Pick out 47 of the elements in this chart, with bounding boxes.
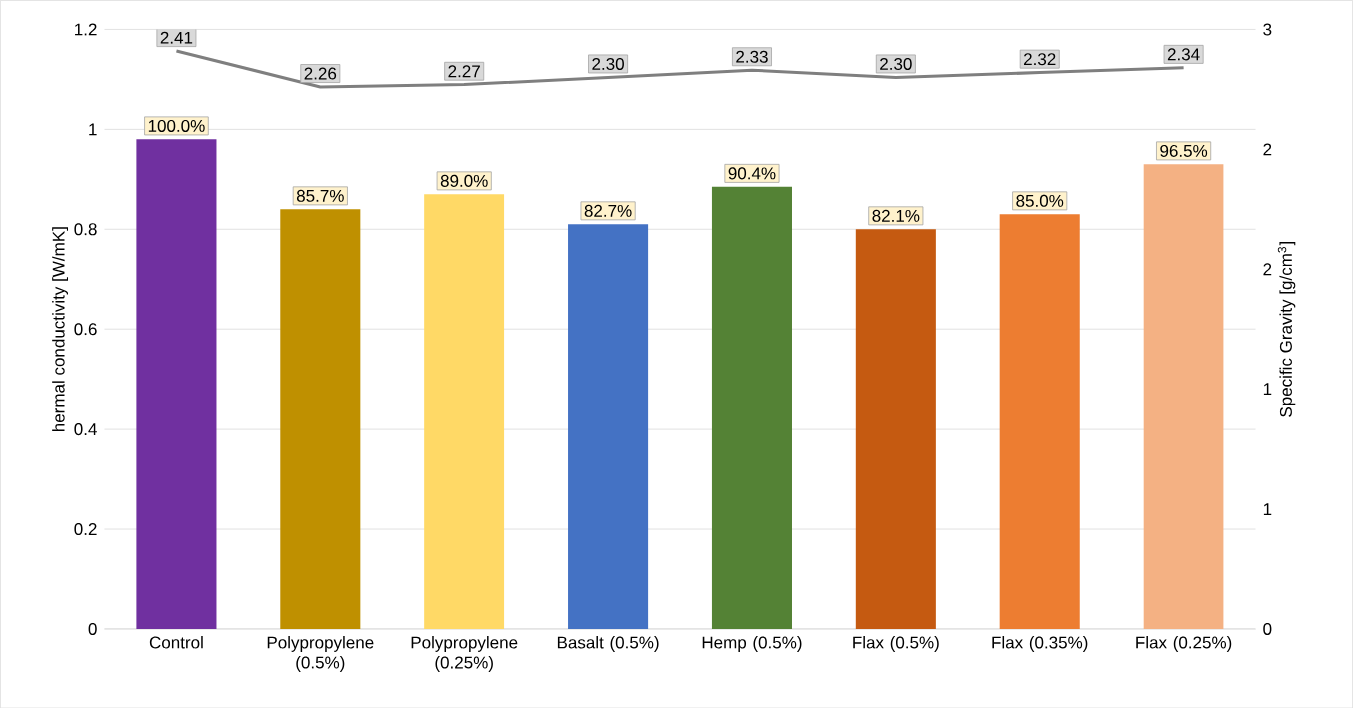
y-tick-label: 0.2 xyxy=(74,522,97,535)
y-tick-label: 0 xyxy=(88,622,97,635)
bar xyxy=(999,214,1080,629)
data-label: 2.26 xyxy=(304,67,337,80)
y2-tick-label: 2 xyxy=(1263,143,1272,156)
x-tick-label: Hemp (0.5%) xyxy=(702,635,802,652)
y-tick-label: 1.2 xyxy=(75,23,97,36)
x-tick-label: Flax (0.35%) xyxy=(992,635,1088,652)
bar xyxy=(280,209,361,629)
annotation: 89.0% xyxy=(440,174,488,187)
x-tick-label: Polypropylene (0.25%) xyxy=(411,635,518,672)
y-tick-label: 0.4 xyxy=(74,422,97,435)
y-tick-label: 0.8 xyxy=(74,223,97,236)
y2-tick-label: 3 xyxy=(1263,23,1272,36)
y2-axis-title: Specific Gravity [g/cm$^{3}$] xyxy=(1277,241,1296,417)
x-tick-label: Flax (0.5%) xyxy=(853,635,939,652)
annotation: 100.0% xyxy=(148,119,205,132)
y2-tick-label: 1 xyxy=(1263,502,1272,515)
data-label: 2.41 xyxy=(160,31,193,44)
bar xyxy=(136,139,217,629)
y-axis-title: hermal conductivity [W/mK] xyxy=(52,227,69,431)
x-tick-label: Flax (0.25%) xyxy=(1136,635,1232,652)
x-tick-label: Basalt (0.5%) xyxy=(557,635,659,652)
data-label: 2.32 xyxy=(1024,52,1056,65)
annotation: 96.5% xyxy=(1160,144,1208,157)
y-tick-label: 0.6 xyxy=(74,322,97,335)
annotation: 85.7% xyxy=(296,189,344,202)
data-label: 2.30 xyxy=(880,57,912,70)
annotation: 90.4% xyxy=(728,167,776,180)
bar xyxy=(568,224,649,629)
y2-tick-label: 0 xyxy=(1263,622,1272,635)
data-label: 2.27 xyxy=(448,65,480,77)
y2-tick-label: 2 xyxy=(1263,263,1272,275)
annotation: 82.1% xyxy=(872,209,920,222)
bar xyxy=(424,194,505,629)
annotation: 82.7% xyxy=(584,204,632,217)
data-label: 2.34 xyxy=(1167,48,1200,61)
x-tick-label: Polypropylene (0.5%) xyxy=(267,635,374,672)
data-label: 2.33 xyxy=(736,50,768,63)
annotation: 85.0% xyxy=(1016,194,1064,207)
y-tick-label: 1 xyxy=(89,123,97,135)
x-tick-label: Control xyxy=(149,635,203,649)
bar xyxy=(855,229,936,629)
data-label: 2.30 xyxy=(592,57,624,70)
y2-tick-label: 1 xyxy=(1263,383,1272,395)
bar xyxy=(1143,164,1224,629)
bar xyxy=(711,186,792,629)
